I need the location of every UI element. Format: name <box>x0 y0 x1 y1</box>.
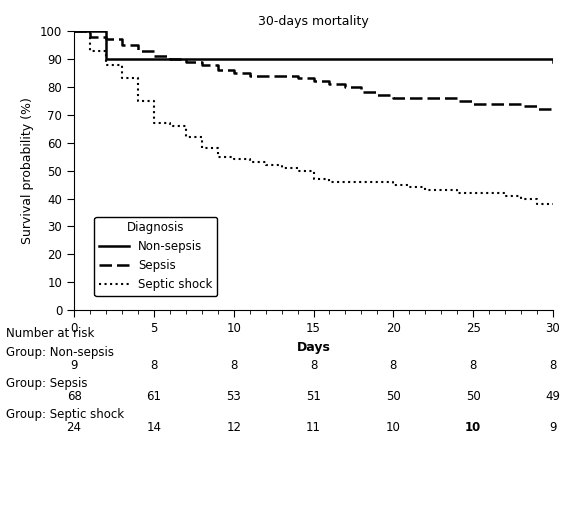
Septic shock <box>278 165 285 171</box>
Septic shock <box>486 190 492 196</box>
Text: 14: 14 <box>146 421 161 434</box>
Septic shock <box>470 190 477 196</box>
Text: 24: 24 <box>67 421 82 434</box>
Non-sepsis <box>103 56 109 62</box>
Sepsis <box>71 28 78 34</box>
Text: 9: 9 <box>549 421 557 434</box>
Text: 8: 8 <box>150 359 157 372</box>
Septic shock <box>182 134 189 140</box>
Septic shock <box>198 145 205 151</box>
Sepsis <box>454 98 461 104</box>
Line: Septic shock: Septic shock <box>74 31 553 204</box>
Sepsis <box>342 84 349 90</box>
Non-sepsis <box>135 56 141 62</box>
Septic shock <box>71 28 78 34</box>
Sepsis <box>486 100 492 107</box>
Septic shock <box>150 120 157 126</box>
Text: 50: 50 <box>466 390 481 403</box>
Septic shock <box>214 154 221 160</box>
Text: 8: 8 <box>470 359 477 372</box>
Sepsis <box>87 34 93 40</box>
Text: 51: 51 <box>306 390 321 403</box>
Septic shock <box>502 193 508 199</box>
Septic shock <box>230 156 237 162</box>
Sepsis <box>374 92 381 98</box>
X-axis label: Days: Days <box>296 341 331 354</box>
Sepsis <box>198 62 205 68</box>
Line: Non-sepsis: Non-sepsis <box>74 31 553 62</box>
Text: 10: 10 <box>386 421 401 434</box>
Sepsis <box>182 58 189 65</box>
Septic shock <box>135 98 141 104</box>
Y-axis label: Survival probability (%): Survival probability (%) <box>22 97 35 244</box>
Sepsis <box>390 95 397 101</box>
Sepsis <box>119 42 125 48</box>
Septic shock <box>390 181 397 188</box>
Sepsis <box>294 75 301 82</box>
Septic shock <box>454 190 461 196</box>
Sepsis <box>518 103 524 110</box>
Septic shock <box>119 75 125 82</box>
Text: Group: Sepsis: Group: Sepsis <box>6 377 87 390</box>
Text: 53: 53 <box>226 390 241 403</box>
Sepsis <box>135 48 141 54</box>
Septic shock <box>166 123 173 129</box>
Sepsis <box>278 72 285 79</box>
Septic shock <box>246 159 253 165</box>
Septic shock <box>310 176 317 182</box>
Text: 68: 68 <box>67 390 82 403</box>
Sepsis <box>534 106 540 112</box>
Text: 10: 10 <box>465 421 481 434</box>
Septic shock <box>87 48 93 54</box>
Septic shock <box>422 187 429 193</box>
Sepsis <box>326 81 333 87</box>
Sepsis <box>214 67 221 73</box>
Non-sepsis <box>71 28 78 34</box>
Text: 8: 8 <box>310 359 317 372</box>
Sepsis <box>246 72 253 79</box>
Sepsis <box>310 78 317 84</box>
Sepsis <box>358 89 365 96</box>
Septic shock <box>358 179 365 185</box>
Text: 8: 8 <box>230 359 237 372</box>
Septic shock <box>534 201 540 207</box>
Text: 12: 12 <box>226 421 241 434</box>
Text: Number at risk: Number at risk <box>6 327 94 340</box>
Non-sepsis <box>549 58 556 65</box>
Text: 9: 9 <box>70 359 78 372</box>
Line: Sepsis: Sepsis <box>74 31 553 109</box>
Text: 11: 11 <box>306 421 321 434</box>
Septic shock <box>342 179 349 185</box>
Text: 49: 49 <box>545 390 560 403</box>
Septic shock <box>262 162 269 168</box>
Legend: Non-sepsis, Sepsis, Septic shock: Non-sepsis, Sepsis, Septic shock <box>95 217 217 296</box>
Text: Group: Non-sepsis: Group: Non-sepsis <box>6 346 113 359</box>
Sepsis <box>103 36 109 42</box>
Septic shock <box>294 168 301 174</box>
Septic shock <box>374 179 381 185</box>
Sepsis <box>150 53 157 59</box>
Title: 30-days mortality: 30-days mortality <box>258 16 369 28</box>
Text: 8: 8 <box>549 359 556 372</box>
Septic shock <box>406 184 413 190</box>
Text: Group: Septic shock: Group: Septic shock <box>6 408 124 421</box>
Text: 61: 61 <box>146 390 161 403</box>
Sepsis <box>470 100 477 107</box>
Septic shock <box>518 195 524 202</box>
Text: 50: 50 <box>386 390 401 403</box>
Text: 8: 8 <box>390 359 397 372</box>
Sepsis <box>166 56 173 62</box>
Septic shock <box>326 179 333 185</box>
Sepsis <box>549 106 556 112</box>
Sepsis <box>230 70 237 76</box>
Non-sepsis <box>87 28 93 34</box>
Septic shock <box>549 201 556 207</box>
Septic shock <box>103 62 109 68</box>
